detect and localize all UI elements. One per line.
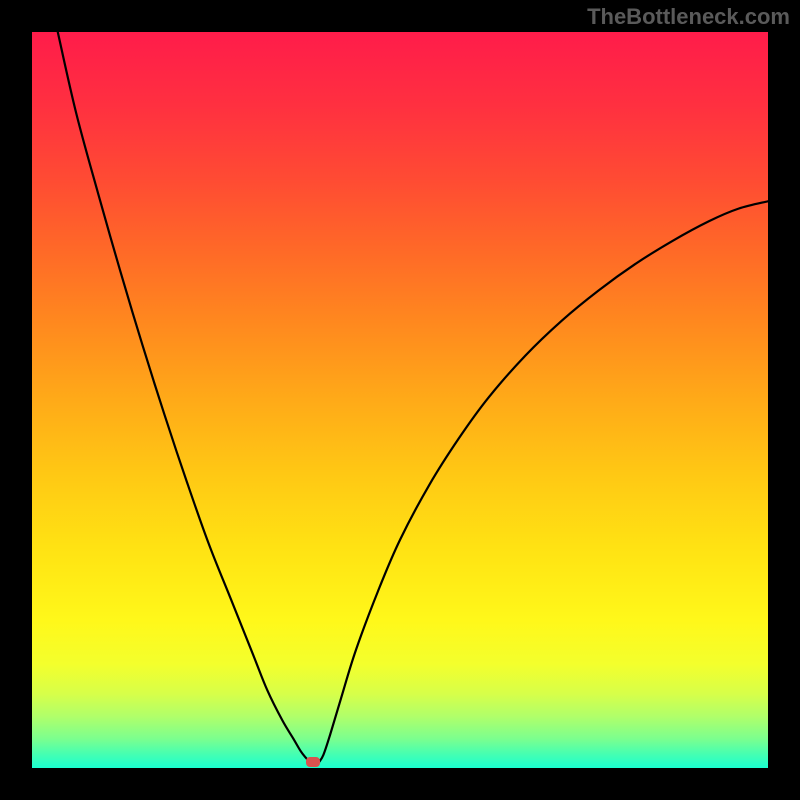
bottleneck-curve bbox=[32, 32, 768, 768]
optimum-marker bbox=[306, 757, 320, 767]
watermark-text: TheBottleneck.com bbox=[587, 4, 790, 30]
chart-container: TheBottleneck.com bbox=[0, 0, 800, 800]
plot-area bbox=[32, 32, 768, 768]
